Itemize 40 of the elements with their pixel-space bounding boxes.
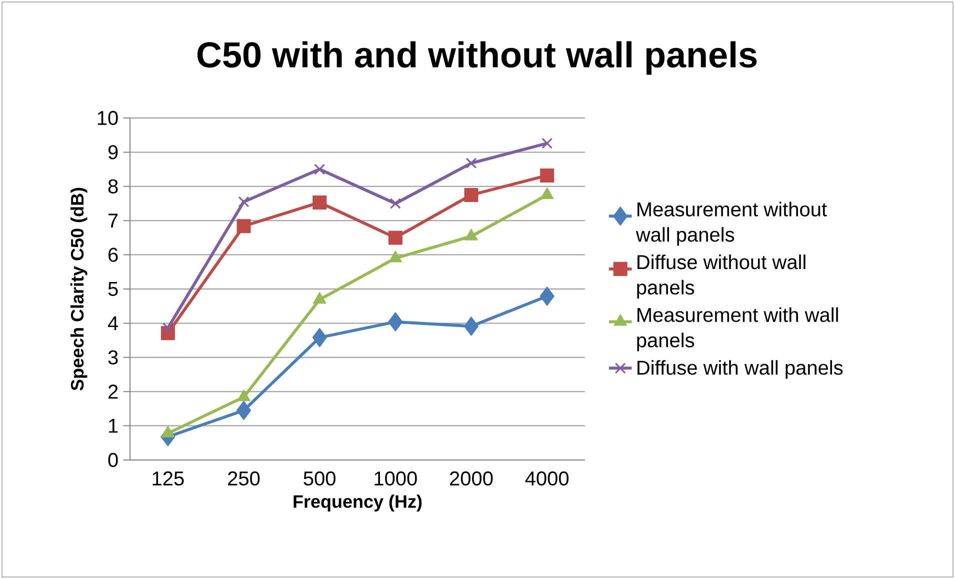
point xyxy=(388,312,403,332)
y-tick-label: 5 xyxy=(108,282,118,296)
y-tick-label: 0 xyxy=(108,452,118,468)
y-tick-label: 7 xyxy=(108,214,118,228)
y-tick-label: 2 xyxy=(108,384,118,399)
point xyxy=(236,400,252,420)
point xyxy=(162,322,174,334)
point xyxy=(388,230,402,245)
x-tick-label: 2000 xyxy=(450,471,493,486)
x-axis-title: Frequency (Hz) xyxy=(294,494,422,512)
point xyxy=(236,219,251,234)
point xyxy=(464,188,478,202)
point xyxy=(540,168,554,182)
point xyxy=(542,138,553,149)
y-tick-label: 8 xyxy=(108,179,118,194)
chart-title: C50 with and without wall panels xyxy=(197,41,757,75)
y-tick-label: 4 xyxy=(108,316,118,330)
point xyxy=(238,196,250,208)
point xyxy=(466,158,477,169)
y-tick-label: 1 xyxy=(109,418,118,433)
y-tick-label: 10 xyxy=(98,110,118,126)
x-tick-label: 4000 xyxy=(525,471,569,486)
y-axis-title: Speech Clarity C50 (dB) xyxy=(70,188,88,391)
y-tick-label: 6 xyxy=(108,248,118,262)
legend-label: Diffuse without wall panels xyxy=(637,254,806,299)
point xyxy=(312,195,327,210)
legend-label: Diffuse with wall panels xyxy=(638,360,843,379)
point xyxy=(390,198,401,210)
point xyxy=(312,328,327,348)
y-tick-label: 3 xyxy=(108,350,118,364)
legend-label: Measurement with wall panels xyxy=(637,307,838,352)
x-tick-label: 125 xyxy=(152,471,184,486)
x-tick-label: 250 xyxy=(228,471,260,486)
point xyxy=(540,286,554,306)
x-tick-label: 500 xyxy=(304,471,336,486)
x-tick-label: 1000 xyxy=(374,471,417,486)
legend-label: Measurement without wall panels xyxy=(636,202,827,246)
y-tick-label: 9 xyxy=(108,145,118,160)
point xyxy=(464,316,479,336)
point xyxy=(314,164,326,175)
